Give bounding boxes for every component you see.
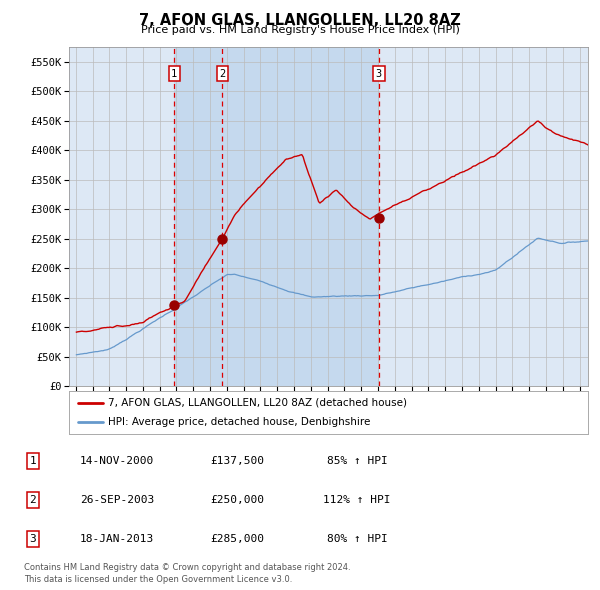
- Text: 14-NOV-2000: 14-NOV-2000: [80, 456, 154, 466]
- Text: £250,000: £250,000: [210, 495, 264, 505]
- Text: 3: 3: [376, 69, 382, 78]
- Bar: [223, 47, 379, 386]
- Text: Price paid vs. HM Land Registry's House Price Index (HPI): Price paid vs. HM Land Registry's House …: [140, 25, 460, 35]
- Text: This data is licensed under the Open Government Licence v3.0.: This data is licensed under the Open Gov…: [24, 575, 292, 584]
- Text: 26-SEP-2003: 26-SEP-2003: [80, 495, 154, 505]
- Text: 3: 3: [29, 534, 37, 544]
- Text: 18-JAN-2013: 18-JAN-2013: [80, 534, 154, 544]
- Text: 2: 2: [29, 495, 37, 505]
- Text: 80% ↑ HPI: 80% ↑ HPI: [326, 534, 388, 544]
- Text: HPI: Average price, detached house, Denbighshire: HPI: Average price, detached house, Denb…: [108, 417, 370, 427]
- Text: 112% ↑ HPI: 112% ↑ HPI: [323, 495, 391, 505]
- Text: Contains HM Land Registry data © Crown copyright and database right 2024.: Contains HM Land Registry data © Crown c…: [24, 563, 350, 572]
- Text: 85% ↑ HPI: 85% ↑ HPI: [326, 456, 388, 466]
- Text: 7, AFON GLAS, LLANGOLLEN, LL20 8AZ (detached house): 7, AFON GLAS, LLANGOLLEN, LL20 8AZ (deta…: [108, 398, 407, 408]
- Text: 2: 2: [219, 69, 226, 78]
- Text: £285,000: £285,000: [210, 534, 264, 544]
- Text: 1: 1: [171, 69, 178, 78]
- Text: 1: 1: [29, 456, 37, 466]
- Text: 7, AFON GLAS, LLANGOLLEN, LL20 8AZ: 7, AFON GLAS, LLANGOLLEN, LL20 8AZ: [139, 13, 461, 28]
- Text: £137,500: £137,500: [210, 456, 264, 466]
- Bar: [175, 47, 223, 386]
